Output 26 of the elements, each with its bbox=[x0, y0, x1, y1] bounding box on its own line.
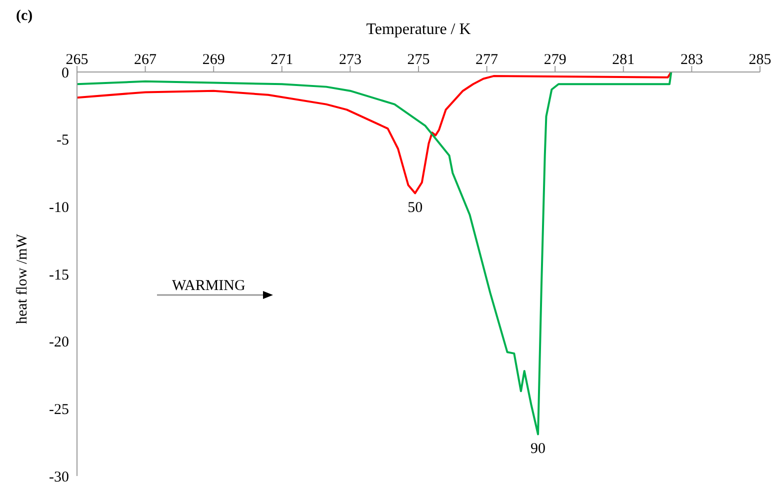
y-tick-label: -15 bbox=[49, 267, 69, 284]
annotation: WARMING bbox=[172, 278, 246, 295]
y-tick-label: -30 bbox=[49, 469, 69, 486]
x-axis-title: Temperature / K bbox=[366, 21, 472, 38]
y-tick-label: -5 bbox=[56, 132, 69, 149]
line-series bbox=[77, 72, 672, 194]
x-tick-label: 285 bbox=[748, 52, 772, 68]
x-tick-label: 267 bbox=[134, 52, 158, 68]
x-tick-label: 265 bbox=[66, 52, 88, 68]
x-tick-label: 281 bbox=[612, 52, 635, 68]
y-axis-title: heat flow /mW bbox=[14, 233, 30, 324]
x-tick-label: 277 bbox=[476, 52, 499, 68]
x-tick-label: 275 bbox=[407, 52, 430, 68]
x-tick-label: 271 bbox=[270, 52, 294, 68]
x-tick-label: 269 bbox=[202, 52, 225, 68]
y-tick-label: -10 bbox=[49, 200, 69, 216]
x-tick-label: 283 bbox=[680, 52, 703, 68]
annotation: 90 bbox=[530, 440, 546, 457]
line-series bbox=[77, 72, 672, 436]
x-tick-label: 279 bbox=[544, 52, 566, 68]
x-tick-label: 273 bbox=[338, 52, 362, 68]
y-tick-label: -25 bbox=[49, 402, 69, 418]
y-tick-label: 0 bbox=[62, 65, 69, 82]
y-tick-label: -20 bbox=[49, 334, 69, 351]
annotation: 50 bbox=[408, 200, 423, 216]
text: (c) bbox=[16, 8, 33, 25]
